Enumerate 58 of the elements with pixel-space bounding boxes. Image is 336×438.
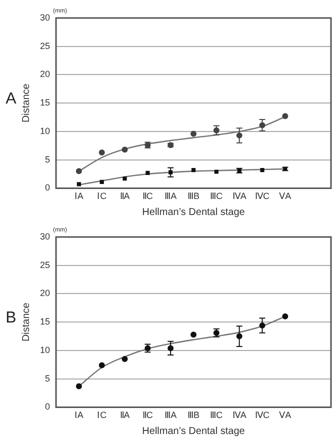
text: B: [6, 310, 16, 327]
x-tick-label: ⅤA: [279, 410, 292, 420]
x-tick-label: ⅢC: [210, 191, 224, 202]
y-axis-title: Distance: [20, 302, 32, 342]
y-axis-title: Distance: [20, 83, 32, 123]
y-tick-label: 30: [40, 231, 50, 242]
point: [98, 362, 105, 368]
y-tick-label: 20: [40, 288, 50, 298]
x-tick-label: ⅣC: [255, 410, 270, 420]
x-tick-label: ⅣC: [255, 191, 270, 202]
x-tick-label: ⅠA: [74, 410, 84, 420]
x-tick-label: ⅣA: [232, 191, 246, 202]
point: [282, 313, 288, 320]
point: [190, 332, 197, 338]
x-tick-label: ⅠC: [97, 191, 108, 202]
point: [260, 168, 264, 172]
x-axis-title: Hellman’s Dental stage: [142, 206, 246, 218]
line-series: [78, 167, 286, 186]
x-tick-label: ⅤA: [279, 191, 292, 202]
point: [214, 170, 218, 174]
x-tick-label: ⅢB: [188, 410, 200, 420]
y-tick-label: 0: [44, 182, 50, 193]
point: [76, 383, 82, 390]
y-tick-label: 0: [44, 402, 50, 412]
y-tick-label: 5: [44, 154, 50, 164]
point: [76, 182, 81, 186]
y-tick-label: 30: [40, 12, 50, 22]
y-tick-label: 15: [40, 98, 50, 108]
y-tick-label: 15: [40, 316, 50, 327]
x-tick-label: ⅣA: [232, 410, 246, 420]
point: [100, 180, 104, 184]
x-tick-label: ⅡC: [142, 410, 154, 420]
x-tick-label: ⅡA: [120, 191, 130, 202]
point: [122, 146, 128, 153]
point: [190, 130, 197, 137]
x-tick-label: ⅠA: [74, 191, 84, 202]
y-tick-label: 20: [40, 69, 50, 80]
point: [76, 168, 82, 174]
y-tick-label: 5: [44, 373, 50, 384]
point: [122, 356, 128, 362]
y-tick-label: 25: [40, 260, 50, 270]
point: [98, 149, 105, 156]
point: [282, 113, 288, 120]
x-tick-label: ⅡA: [120, 410, 130, 420]
x-tick-label: ⅡC: [142, 191, 154, 202]
text: A: [6, 90, 17, 108]
point: [146, 170, 150, 175]
x-tick-label: ⅢA: [164, 410, 177, 420]
x-tick-label: ⅠC: [97, 410, 108, 420]
y-tick-label: 25: [40, 40, 50, 51]
x-axis-title: Hellman’s Dental stage: [142, 426, 246, 437]
x-tick-label: ⅢB: [188, 191, 200, 202]
point: [122, 176, 127, 181]
point: [191, 168, 196, 172]
y-tick-label: 10: [40, 126, 50, 136]
x-tick-label: ⅢA: [164, 191, 177, 202]
y-tick-label: 10: [40, 344, 50, 355]
x-tick-label: ⅢC: [210, 410, 224, 420]
